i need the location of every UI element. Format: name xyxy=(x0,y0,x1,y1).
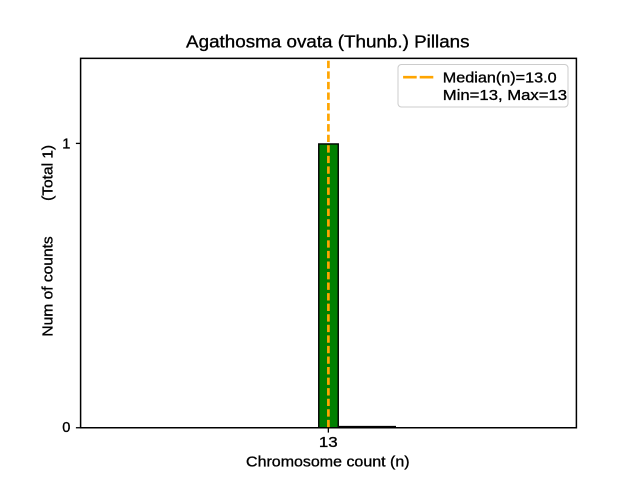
svg-text:Min=13, Max=13: Min=13, Max=13 xyxy=(443,88,567,104)
svg-text:1: 1 xyxy=(62,137,70,153)
svg-text:Chromosome count (n): Chromosome count (n) xyxy=(246,455,410,471)
svg-text:Num of counts: Num of counts xyxy=(40,236,56,336)
svg-text:13: 13 xyxy=(319,435,338,451)
svg-text:(Total 1): (Total 1) xyxy=(40,145,56,201)
svg-text:0: 0 xyxy=(62,420,70,436)
svg-text:Median(n)=13.0: Median(n)=13.0 xyxy=(443,70,557,86)
svg-text:Agathosma ovata (Thunb.) Pilla: Agathosma ovata (Thunb.) Pillans xyxy=(186,31,470,51)
